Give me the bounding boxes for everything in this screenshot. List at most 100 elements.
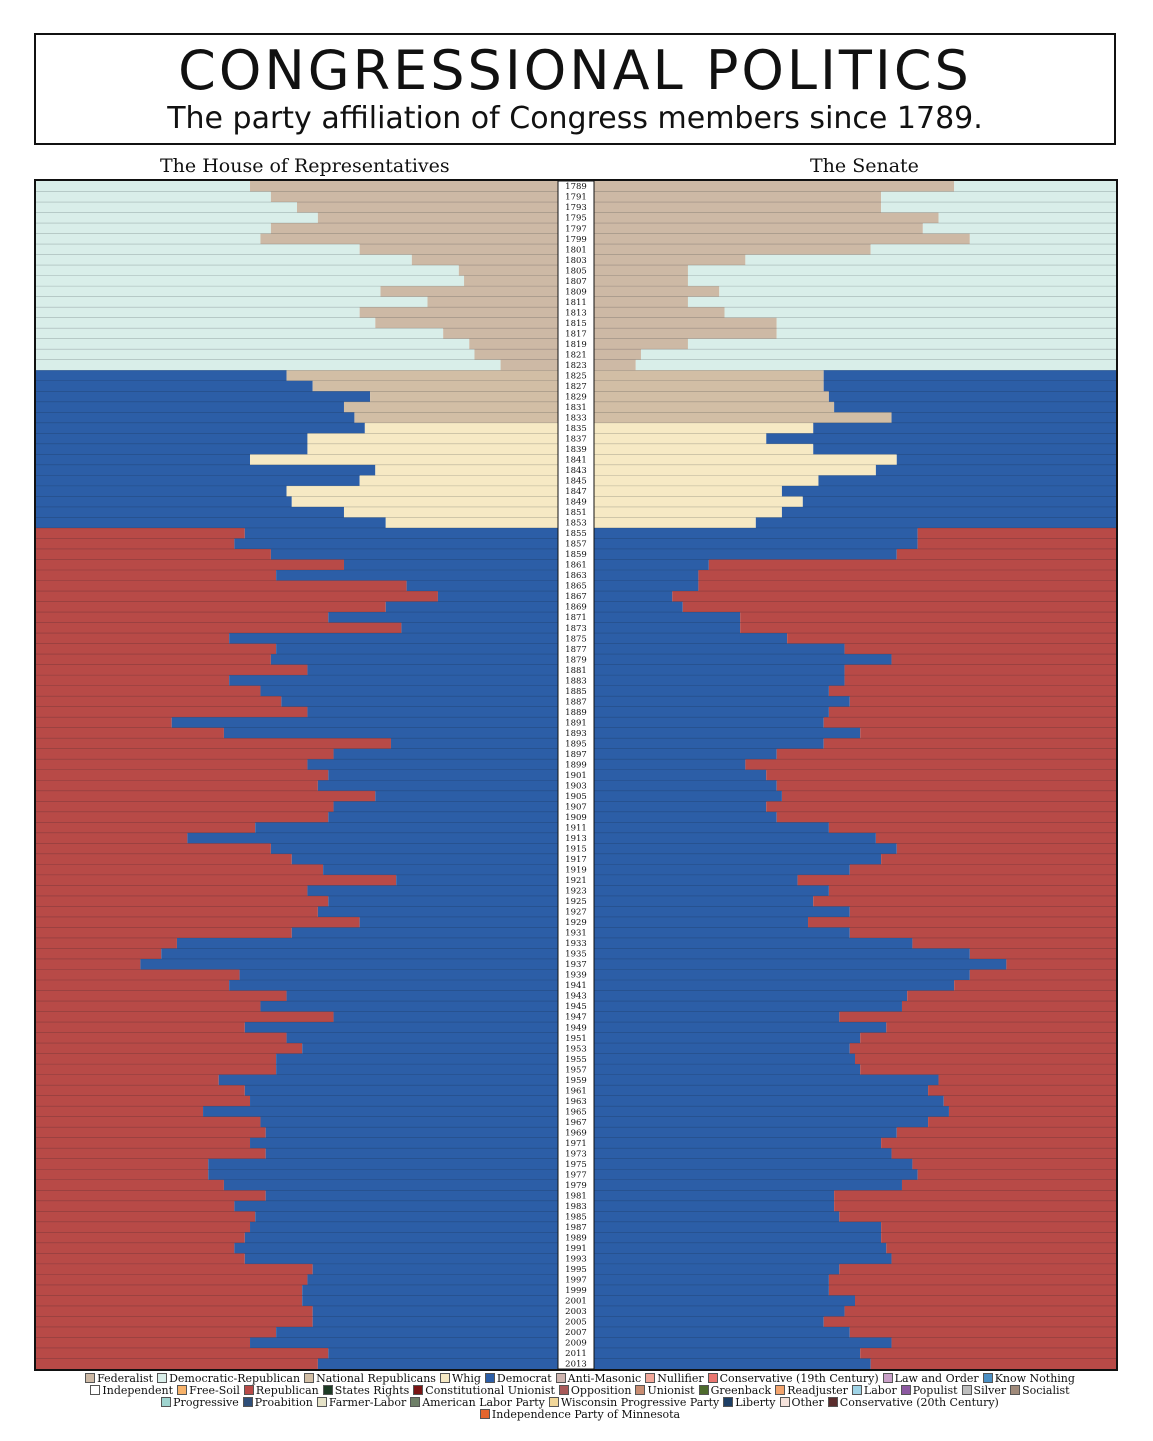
house-bar-1857-republican <box>36 538 235 550</box>
senate-bar-1837-democrat <box>766 433 1116 445</box>
senate-bar-1863-democrat <box>594 569 699 582</box>
legend-swatch <box>479 1409 490 1419</box>
legend-swatch <box>243 1385 254 1395</box>
senate-bar-1981-republican <box>834 1190 1116 1202</box>
senate-bar-1875-republican <box>787 633 1116 645</box>
senate-bar-1961-democrat <box>594 1085 929 1097</box>
senate-bar-1913-republican <box>875 832 1116 844</box>
legend-label: Know Nothing <box>994 1372 1075 1385</box>
legend-item: Other <box>779 1397 824 1409</box>
house-bar-1855-democrat <box>244 527 559 540</box>
house-bar-1943-republican <box>36 990 287 1002</box>
senate-bar-1943-democrat <box>594 990 908 1002</box>
house-bar-1873-republican <box>36 622 402 634</box>
legend-item: Opposition <box>558 1385 631 1397</box>
year-tick-label: 1817 <box>565 329 587 339</box>
house-bar-1957-republican <box>36 1064 277 1076</box>
legend-swatch <box>242 1397 253 1407</box>
legend-swatch <box>157 1373 168 1383</box>
year-tick-label: 1915 <box>565 845 587 855</box>
senate-bar-1987-republican <box>881 1221 1116 1233</box>
house-bar-1969-republican <box>36 1127 266 1139</box>
senate-bar-1867-democrat <box>594 591 673 603</box>
house-bar-1921-democrat <box>396 874 558 886</box>
year-tick-label: 2001 <box>565 1297 587 1307</box>
house-bar-1953-republican <box>36 1043 303 1055</box>
legend-label: Nullifier <box>657 1372 704 1385</box>
house-bar-1837-democrat <box>36 433 308 445</box>
legend-item: Socialist <box>1010 1385 1070 1397</box>
house-bar-1949-democrat <box>244 1022 559 1034</box>
senate-bar-1845-democrat <box>818 475 1116 487</box>
legend-label: Progressive <box>173 1396 239 1409</box>
senate-bar-1905-republican <box>781 790 1116 802</box>
house-bar-1913-democrat <box>187 832 558 844</box>
legend-swatch <box>707 1373 718 1383</box>
house-bar-1825-national-republicans <box>286 370 558 382</box>
legend-swatch <box>316 1397 327 1407</box>
senate-bar-1939-republican <box>969 969 1116 981</box>
year-tick-label: 1873 <box>565 624 587 634</box>
house-bar-1857-democrat <box>234 538 559 550</box>
house-bar-1841-democrat <box>36 454 251 466</box>
legend-swatch <box>882 1373 893 1383</box>
year-tick-label: 1943 <box>565 992 587 1002</box>
house-bar-1971-republican <box>36 1137 251 1149</box>
senate-bar-1845-whig <box>594 475 819 487</box>
year-tick-label: 1801 <box>565 245 587 255</box>
senate-bar-1887-democrat <box>594 696 850 708</box>
senate-bar-1839-democrat <box>813 443 1116 455</box>
senate-bar-1949-republican <box>886 1022 1116 1034</box>
year-tick-label: 1845 <box>565 477 587 487</box>
senate-bar-1953-republican <box>849 1043 1116 1055</box>
senate-bar-1971-democrat <box>594 1137 882 1149</box>
year-tick-label: 1885 <box>565 687 587 697</box>
senate-bar-1979-democrat <box>594 1179 902 1191</box>
senate-bar-1967-republican <box>928 1116 1116 1128</box>
senate-bar-1925-democrat <box>594 895 814 908</box>
senate-bar-1959-republican <box>938 1074 1116 1086</box>
year-tick-label: 1847 <box>565 487 587 497</box>
year-tick-label: 1851 <box>565 508 587 518</box>
legend-item: Republican <box>243 1385 319 1397</box>
senate-bar-1805-democratic-republican <box>687 265 1116 277</box>
senate-bar-1923-democrat <box>594 885 829 897</box>
house-bar-1899-republican <box>36 759 308 771</box>
house-bar-2001-republican <box>36 1295 303 1307</box>
house-bar-1895-democrat <box>390 738 558 750</box>
senate-bar-1951-republican <box>860 1032 1116 1044</box>
legend-label: American Labor Party <box>422 1396 545 1409</box>
senate-bar-1837-whig <box>594 433 767 445</box>
senate-bar-1959-democrat <box>594 1074 939 1086</box>
senate-bar-1811-federalist <box>594 296 688 308</box>
senate-bar-1857-democrat <box>594 538 918 550</box>
house-bar-1979-republican <box>36 1179 224 1191</box>
house-bar-1883-democrat <box>229 675 558 687</box>
senate-bar-1871-democrat <box>594 612 741 624</box>
legend-item: Conservative (20th Century) <box>827 1397 999 1409</box>
house-bar-1827-national-republicans <box>312 380 558 392</box>
senate-bar-1841-whig <box>594 454 897 466</box>
legend-item: Federalist <box>85 1373 153 1385</box>
year-tick-label: 1911 <box>565 824 587 834</box>
year-tick-label: 1935 <box>565 950 587 960</box>
legend-swatch <box>723 1397 734 1407</box>
house-bar-1807-democratic-republican <box>36 275 465 287</box>
senate-bar-1893-republican <box>860 727 1116 739</box>
senate-bar-1851-democrat <box>781 506 1116 519</box>
house-bar-1817-democratic-republican <box>36 328 444 340</box>
house-bar-1825-democrat <box>36 370 287 382</box>
year-tick-label: 1837 <box>565 435 587 445</box>
legend-label: States Rights <box>334 1384 410 1397</box>
year-tick-label: 1939 <box>565 971 587 981</box>
year-tick-label: 1899 <box>565 760 587 770</box>
senate-bar-1791-federalist <box>594 191 882 203</box>
senate-bar-1825-national-republicans <box>594 370 824 382</box>
senate-bar-1939-democrat <box>594 969 970 981</box>
legend-swatch <box>827 1397 838 1407</box>
house-bar-1865-democrat <box>406 580 558 592</box>
senate-bar-1853-democrat <box>755 517 1116 529</box>
legend-swatch <box>161 1397 172 1407</box>
senate-bar-1941-republican <box>954 980 1116 992</box>
house-bar-1903-democrat <box>317 780 558 792</box>
